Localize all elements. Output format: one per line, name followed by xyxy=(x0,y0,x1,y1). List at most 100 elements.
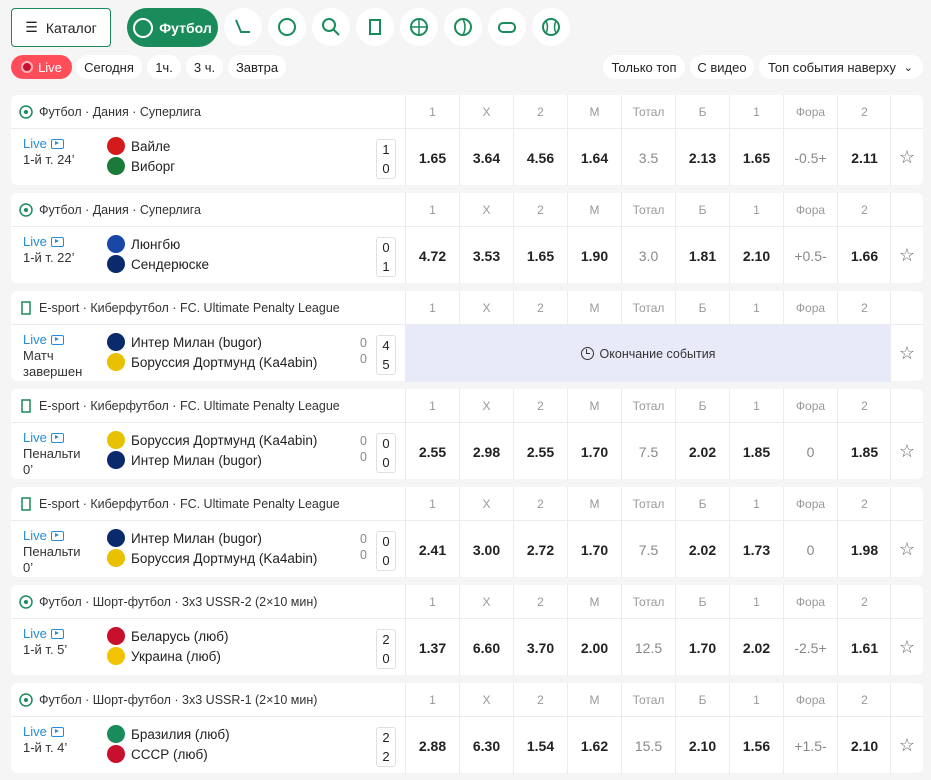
live-link[interactable]: Live xyxy=(23,528,89,544)
top-only-chip[interactable]: Только топ xyxy=(603,55,685,79)
live-link[interactable]: Live xyxy=(23,626,103,642)
team-home[interactable]: Бразилия (люб) xyxy=(107,724,230,744)
odd-button[interactable]: 1.90 xyxy=(567,227,621,284)
event-row[interactable]: Live 1-й т. 4’ Бразилия (люб) СССР (люб)… xyxy=(11,716,923,774)
hockey-icon[interactable] xyxy=(224,8,262,46)
odd-button[interactable]: 4.56 xyxy=(513,129,567,186)
esport-icon[interactable] xyxy=(356,8,394,46)
odd-button[interactable]: 2.02 xyxy=(729,619,783,676)
league-title[interactable]: Футбол · Шорт-футбол · 3x3 USSR-1 (2×10 … xyxy=(19,683,317,716)
odd-button[interactable]: 1.65 xyxy=(405,129,459,186)
league-title[interactable]: E-sport · Киберфутбол · FC. Ultimate Pen… xyxy=(19,389,340,422)
odd-button[interactable]: 1.73 xyxy=(729,521,783,578)
odd-button[interactable]: 1.62 xyxy=(567,717,621,774)
odd-button[interactable]: 2.41 xyxy=(405,521,459,578)
team-home[interactable]: Вайле xyxy=(107,136,170,156)
odd-button[interactable]: 2.00 xyxy=(567,619,621,676)
odd-button[interactable]: 1.56 xyxy=(729,717,783,774)
odd-button[interactable]: 1.70 xyxy=(567,423,621,480)
odd-button[interactable]: 1.81 xyxy=(675,227,729,284)
live-link[interactable]: Live xyxy=(23,430,89,446)
live-link[interactable]: Live xyxy=(23,136,103,152)
odd-button[interactable]: 3.53 xyxy=(459,227,513,284)
team-away[interactable]: Боруссия Дортмунд (Ka4abin) xyxy=(107,352,317,372)
event-row[interactable]: Live 1-й т. 24’ Вайле Виборг 1 0 1.65 3.6… xyxy=(11,128,923,186)
event-row[interactable]: Live Пенальти 0’ Боруссия Дортмунд (Ka4a… xyxy=(11,422,923,480)
favorite-star-icon[interactable]: ☆ xyxy=(890,227,923,284)
favorite-star-icon[interactable]: ☆ xyxy=(890,129,923,186)
favorite-star-icon[interactable]: ☆ xyxy=(890,325,923,382)
odd-button[interactable]: 1.37 xyxy=(405,619,459,676)
odd-button[interactable]: 3.00 xyxy=(459,521,513,578)
live-link[interactable]: Live xyxy=(23,724,103,740)
odd-button[interactable]: 4.72 xyxy=(405,227,459,284)
catalog-button[interactable]: ☰ Каталог xyxy=(11,8,111,47)
team-away[interactable]: Интер Милан (bugor) xyxy=(107,450,262,470)
odd-button[interactable]: 1.66 xyxy=(837,227,891,284)
odd-button[interactable]: 2.10 xyxy=(837,717,891,774)
basketball-icon[interactable] xyxy=(400,8,438,46)
event-row[interactable]: Live Матч завершен Интер Милан (bugor) Б… xyxy=(11,324,923,382)
favorite-star-icon[interactable]: ☆ xyxy=(890,521,923,578)
odd-button[interactable]: 2.10 xyxy=(729,227,783,284)
odd-button[interactable]: 1.65 xyxy=(513,227,567,284)
live-filter-chip[interactable]: Live xyxy=(11,55,72,79)
odd-button[interactable]: 1.70 xyxy=(567,521,621,578)
odd-button[interactable]: 2.72 xyxy=(513,521,567,578)
gamepad-icon[interactable] xyxy=(488,8,526,46)
team-away[interactable]: Виборг xyxy=(107,156,175,176)
odd-button[interactable]: 2.98 xyxy=(459,423,513,480)
baseball-icon[interactable] xyxy=(532,8,570,46)
team-away[interactable]: Украина (люб) xyxy=(107,646,221,666)
event-row[interactable]: Live 1-й т. 22’ Люнгбю Сендерюске 0 1 4.… xyxy=(11,226,923,284)
league-title[interactable]: E-sport · Киберфутбол · FC. Ultimate Pen… xyxy=(19,487,340,520)
odd-button[interactable]: 2.13 xyxy=(675,129,729,186)
team-away[interactable]: Боруссия Дортмунд (Ka4abin) xyxy=(107,548,317,568)
odd-button[interactable]: 2.02 xyxy=(675,521,729,578)
odd-button[interactable]: 2.02 xyxy=(675,423,729,480)
team-home[interactable]: Беларусь (люб) xyxy=(107,626,229,646)
volleyball-icon[interactable] xyxy=(444,8,482,46)
odd-button[interactable]: 6.30 xyxy=(459,717,513,774)
odd-button[interactable]: 2.55 xyxy=(405,423,459,480)
sort-dropdown[interactable]: Топ события наверху ⌄ xyxy=(759,55,923,79)
odd-button[interactable]: 1.85 xyxy=(729,423,783,480)
team-away[interactable]: СССР (люб) xyxy=(107,744,208,764)
3h-filter-chip[interactable]: 3 ч. xyxy=(186,55,223,79)
league-title[interactable]: Футбол · Дания · Суперлига xyxy=(19,95,201,128)
odd-button[interactable]: 2.55 xyxy=(513,423,567,480)
with-video-chip[interactable]: С видео xyxy=(690,55,754,79)
league-title[interactable]: Футбол · Шорт-футбол · 3x3 USSR-2 (2×10 … xyxy=(19,585,317,618)
odd-button[interactable]: 3.64 xyxy=(459,129,513,186)
odd-button[interactable]: 1.65 xyxy=(729,129,783,186)
odd-button[interactable]: 3.70 xyxy=(513,619,567,676)
odd-button[interactable]: 6.60 xyxy=(459,619,513,676)
league-title[interactable]: Футбол · Дания · Суперлига xyxy=(19,193,201,226)
team-home[interactable]: Интер Милан (bugor) xyxy=(107,332,262,352)
event-row[interactable]: Live Пенальти 0’ Интер Милан (bugor) Бор… xyxy=(11,520,923,578)
odd-button[interactable]: 2.11 xyxy=(837,129,891,186)
team-home[interactable]: Интер Милан (bugor) xyxy=(107,528,262,548)
odd-button[interactable]: 1.85 xyxy=(837,423,891,480)
odd-button[interactable]: 2.88 xyxy=(405,717,459,774)
live-link[interactable]: Live xyxy=(23,332,93,348)
today-filter-chip[interactable]: Сегодня xyxy=(76,55,142,79)
odd-button[interactable]: 1.54 xyxy=(513,717,567,774)
event-row[interactable]: Live 1-й т. 5’ Беларусь (люб) Украина (л… xyxy=(11,618,923,676)
sport-tab-football[interactable]: Футбол xyxy=(127,8,218,47)
favorite-star-icon[interactable]: ☆ xyxy=(890,717,923,774)
favorite-star-icon[interactable]: ☆ xyxy=(890,619,923,676)
odd-button[interactable]: 1.98 xyxy=(837,521,891,578)
odd-button[interactable]: 1.64 xyxy=(567,129,621,186)
team-home[interactable]: Боруссия Дортмунд (Ka4abin) xyxy=(107,430,317,450)
odd-button[interactable]: 2.10 xyxy=(675,717,729,774)
team-home[interactable]: Люнгбю xyxy=(107,234,180,254)
team-away[interactable]: Сендерюске xyxy=(107,254,209,274)
live-link[interactable]: Live xyxy=(23,234,103,250)
1h-filter-chip[interactable]: 1ч. xyxy=(147,55,181,79)
league-title[interactable]: E-sport · Киберфутбол · FC. Ultimate Pen… xyxy=(19,291,340,324)
tennis-icon[interactable] xyxy=(268,8,306,46)
odd-button[interactable]: 1.70 xyxy=(675,619,729,676)
odd-button[interactable]: 1.61 xyxy=(837,619,891,676)
table-tennis-icon[interactable] xyxy=(312,8,350,46)
